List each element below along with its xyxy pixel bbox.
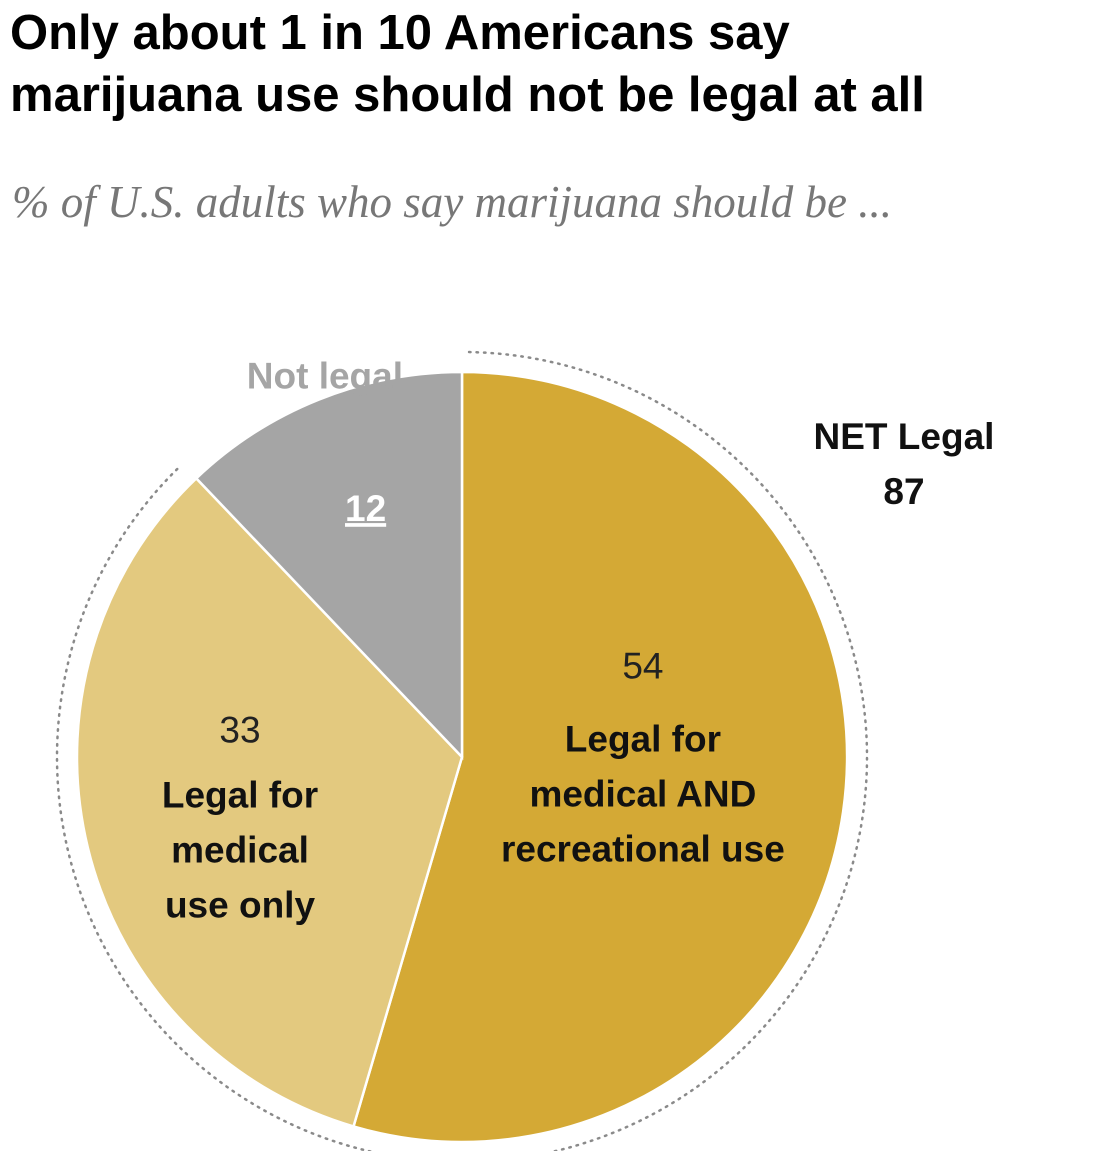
slice-label-legal-for-medical-use-only-line-2: medical (171, 830, 309, 871)
slice-label-legal-for-medical-use-only-line-3: use only (165, 885, 316, 926)
net-legal-bracket-arc (55, 350, 869, 1151)
slice-label-legal-for-medical-use-only-line-1: Legal for (162, 775, 318, 816)
slice-label-legal-for-medical-and-recreational-use-line-2: medical AND (529, 773, 756, 814)
data-label-not-legal: 12 (345, 488, 386, 529)
pie-slices (75, 370, 849, 1144)
pie-slice-legal-for-medical-and-recreational-use (351, 370, 849, 1144)
net-legal-label: NET Legal (814, 416, 995, 457)
chart-subtitle: % of U.S. adults who say marijuana shoul… (12, 177, 893, 227)
slice-label-legal-for-medical-and-recreational-use-line-3: recreational use (501, 828, 785, 869)
chart-title: Only about 1 in 10 Americans say marijua… (10, 2, 1090, 126)
data-label-legal-for-medical-and-recreational-use: 54 (622, 645, 663, 686)
pie-slice-not-legal (194, 370, 464, 761)
pie-slice-legal-for-medical-use-only (75, 476, 464, 1128)
net-legal-value: 87 (883, 471, 924, 512)
slice-label-legal-for-medical-and-recreational-use-line-1: Legal for (565, 718, 721, 759)
chart-title-line-1: Only about 1 in 10 Americans say (10, 6, 790, 60)
slice-label-not-legal: Not legal (247, 356, 403, 397)
chart-title-line-2: marijuana use should not be legal at all (10, 68, 925, 122)
data-label-legal-for-medical-use-only: 33 (219, 710, 260, 751)
pie-labels: 54 Legal for medical AND recreational use 33… (162, 356, 995, 926)
